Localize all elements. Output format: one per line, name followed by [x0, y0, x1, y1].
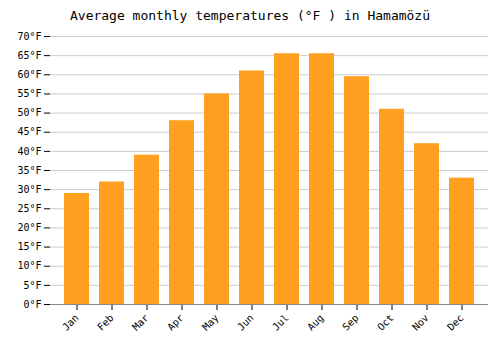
- svg-text:10°F: 10°F: [17, 260, 41, 271]
- svg-text:Feb: Feb: [95, 312, 116, 333]
- svg-text:40°F: 40°F: [17, 146, 41, 157]
- svg-text:Dec: Dec: [445, 312, 466, 333]
- svg-text:0°F: 0°F: [23, 299, 41, 310]
- svg-text:25°F: 25°F: [17, 203, 41, 214]
- svg-text:5°F: 5°F: [23, 280, 41, 291]
- svg-text:Jan: Jan: [60, 312, 81, 333]
- svg-text:55°F: 55°F: [17, 88, 41, 99]
- svg-text:70°F: 70°F: [17, 31, 41, 42]
- svg-text:20°F: 20°F: [17, 222, 41, 233]
- svg-text:30°F: 30°F: [17, 184, 41, 195]
- svg-text:Jun: Jun: [235, 312, 256, 333]
- svg-text:Jul: Jul: [270, 312, 291, 333]
- svg-text:35°F: 35°F: [17, 165, 41, 176]
- svg-text:45°F: 45°F: [17, 126, 41, 137]
- svg-text:60°F: 60°F: [17, 69, 41, 80]
- svg-text:Mar: Mar: [130, 312, 151, 333]
- svg-text:15°F: 15°F: [17, 241, 41, 252]
- svg-text:Apr: Apr: [165, 312, 186, 333]
- html-text:Average monthly temperatures (: Average monthly temperatures (°F ) in Ha…: [70, 8, 430, 23]
- svg-text:Sep: Sep: [340, 312, 361, 333]
- svg-text:Nov: Nov: [410, 312, 431, 333]
- svg-text:Oct: Oct: [375, 312, 396, 333]
- svg-text:50°F: 50°F: [17, 107, 41, 118]
- svg-text:65°F: 65°F: [17, 50, 41, 61]
- svg-text:May: May: [200, 312, 221, 333]
- svg-text:Aug: Aug: [305, 312, 326, 333]
